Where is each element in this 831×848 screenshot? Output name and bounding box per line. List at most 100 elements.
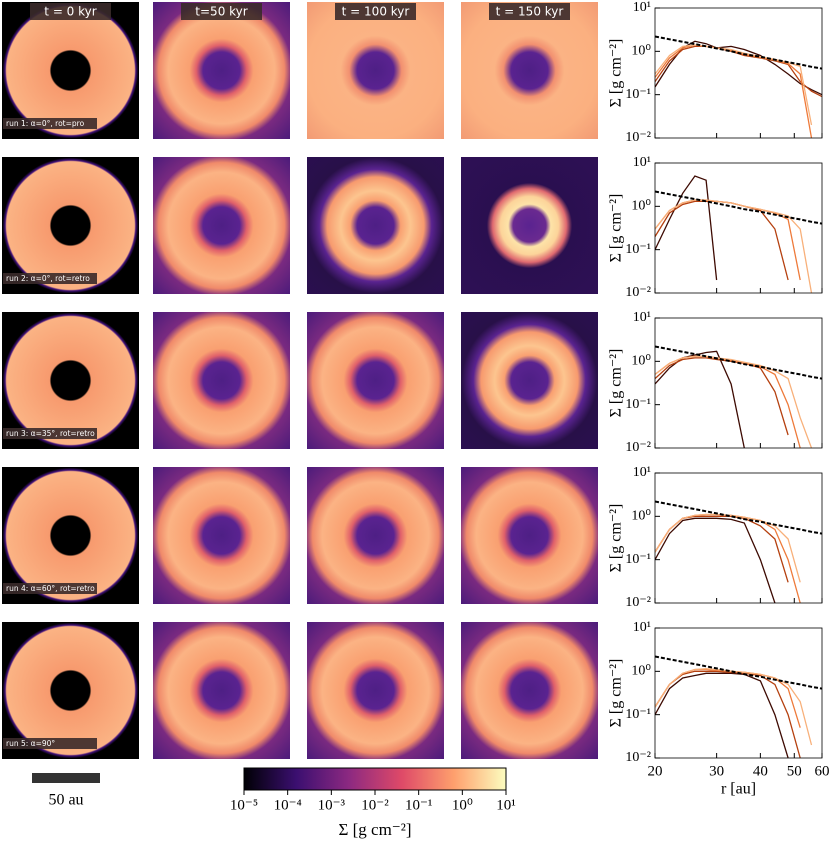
density-map (461, 157, 598, 294)
row-label-box (3, 428, 97, 439)
colorbar-tick-label: 10⁻⁵ (230, 797, 258, 813)
series-line (655, 513, 801, 583)
y-tick-label: 10⁻² (625, 595, 651, 610)
y-tick-label: 10⁻² (625, 130, 651, 145)
y-tick-label: 10⁰ (631, 354, 651, 369)
colorbar-tick-label: 10⁻⁴ (274, 797, 302, 813)
colorbar-tick-label: 10¹ (496, 797, 516, 813)
series-line (655, 199, 813, 293)
density-map (307, 622, 444, 759)
column-title: t = 0 kyr (44, 5, 96, 19)
row-label: run 3: α=35°, rot=retro (6, 429, 95, 438)
y-axis-label: Σ [g cm⁻²] (608, 194, 625, 263)
column-title-box (30, 3, 111, 20)
density-map (153, 312, 290, 449)
density-map (307, 312, 444, 449)
series-line (655, 672, 789, 758)
y-tick-label: 10¹ (633, 465, 651, 480)
y-tick-label: 10¹ (633, 155, 651, 170)
series-line (655, 357, 789, 436)
series-line (655, 175, 718, 281)
density-map (307, 467, 444, 604)
x-tick-label: 40 (753, 763, 768, 779)
colorbar-tick-label: 10⁻¹ (405, 797, 432, 813)
density-map (2, 622, 139, 759)
density-map (153, 622, 290, 759)
density-map (461, 2, 598, 139)
row-label: run 1: α=0°, rot=pro (6, 119, 85, 128)
series-line (655, 670, 801, 758)
colorbar-tick-label: 10⁻² (361, 797, 389, 813)
y-tick-label: 10¹ (633, 0, 651, 15)
colorbar-tick-label: 10⁻³ (318, 797, 346, 813)
density-map (307, 157, 444, 294)
series-line (655, 355, 813, 448)
density-map (153, 467, 290, 604)
row-label-box (3, 583, 97, 594)
y-tick-label: 10⁰ (631, 199, 651, 214)
series-line (655, 655, 822, 690)
density-map (307, 2, 444, 139)
y-tick-label: 10⁻¹ (625, 87, 651, 102)
row-label: run 2: α=0°, rot=retro (6, 274, 90, 283)
scale-bar (32, 773, 100, 783)
x-tick-label: 50 (787, 763, 802, 779)
column-title: t=50 kyr (195, 5, 247, 19)
series-line (655, 44, 813, 126)
density-map (2, 157, 139, 294)
x-axis-label: r [au] (721, 781, 756, 798)
colorbar-tick-label: 10⁰ (452, 797, 473, 813)
plot-frame (654, 472, 823, 604)
y-axis-label: Σ [g cm⁻²] (608, 659, 625, 728)
x-tick-label: 30 (709, 763, 724, 779)
y-tick-label: 10⁻² (625, 285, 651, 300)
y-axis-label: Σ [g cm⁻²] (608, 349, 625, 418)
y-axis-label: Σ [g cm⁻²] (608, 504, 625, 573)
row-label: run 5: α=90° (6, 739, 55, 748)
y-tick-label: 10¹ (633, 310, 651, 325)
density-map (153, 157, 290, 294)
row-label-box (3, 118, 97, 129)
series-line (655, 35, 822, 70)
density-map (2, 2, 139, 139)
y-tick-label: 10⁻¹ (625, 552, 651, 567)
y-tick-label: 10⁻² (625, 750, 651, 765)
row-label: run 4: α=60°, rot=retro (6, 584, 95, 593)
column-title-box (489, 3, 570, 20)
y-tick-label: 10⁻¹ (625, 397, 651, 412)
row-label-box (3, 738, 97, 749)
y-tick-label: 10⁻¹ (625, 242, 651, 257)
series-line (655, 500, 822, 535)
plot-frame (654, 162, 823, 294)
density-map (461, 622, 598, 759)
y-tick-label: 10⁻¹ (625, 707, 651, 722)
series-line (655, 345, 822, 380)
series-line (655, 515, 789, 583)
plot-frame (654, 317, 823, 449)
series-line (655, 513, 801, 603)
y-axis-label: Σ [g cm⁻²] (608, 39, 625, 108)
density-map (2, 467, 139, 604)
density-map (2, 312, 139, 449)
series-line (655, 44, 813, 138)
series-line (655, 199, 801, 281)
x-tick-label: 20 (648, 763, 663, 779)
density-map (461, 312, 598, 449)
plot-frame (654, 7, 823, 139)
y-tick-label: 10⁰ (631, 44, 651, 59)
scale-bar-label: 50 au (48, 792, 83, 809)
column-title-box (335, 3, 416, 20)
series-line (655, 350, 745, 448)
colorbar (243, 767, 507, 791)
density-map (153, 2, 290, 139)
y-tick-label: 10¹ (633, 620, 651, 635)
y-tick-label: 10⁻² (625, 440, 651, 455)
colorbar-label: Σ [g cm⁻²] (338, 820, 411, 839)
column-title-box (181, 3, 262, 20)
y-tick-label: 10⁰ (631, 664, 651, 679)
x-tick-label: 60 (815, 763, 830, 779)
series-line (655, 190, 822, 225)
density-map (461, 467, 598, 604)
